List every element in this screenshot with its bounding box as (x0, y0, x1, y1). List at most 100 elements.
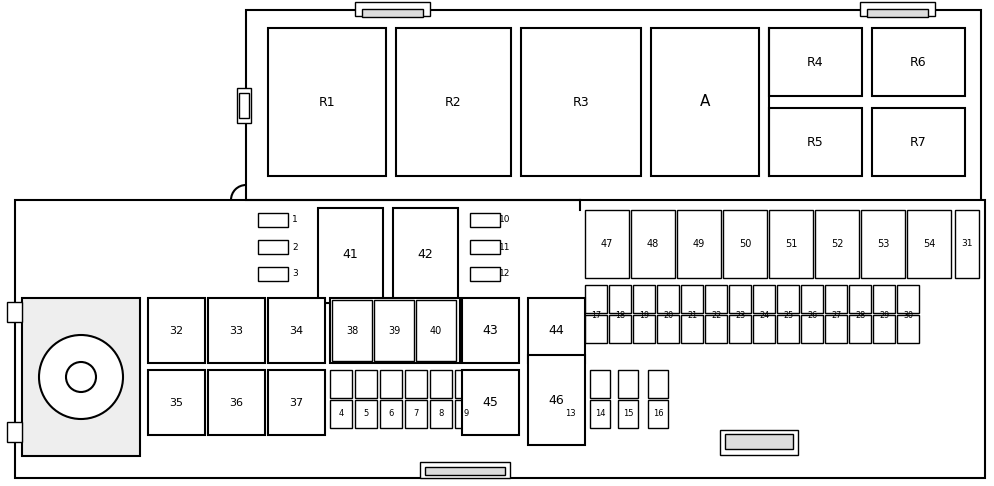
Bar (584, 210, 628, 278)
Bar (405, 370, 426, 398)
Bar (528, 355, 584, 445)
Bar (632, 315, 654, 343)
Bar (528, 298, 584, 363)
Bar (7, 302, 22, 322)
Text: 3: 3 (292, 270, 297, 278)
Text: 39: 39 (388, 326, 400, 335)
Text: A: A (699, 94, 710, 109)
Text: 9: 9 (463, 409, 468, 417)
Text: 33: 33 (230, 326, 244, 335)
Bar (705, 285, 727, 313)
Text: 5: 5 (363, 409, 368, 417)
Circle shape (66, 362, 95, 392)
Text: 20: 20 (662, 312, 672, 320)
Bar (848, 285, 870, 313)
Bar (872, 285, 894, 313)
Text: 46: 46 (548, 394, 564, 406)
Bar (860, 210, 905, 278)
Text: 27: 27 (830, 312, 840, 320)
Bar (560, 370, 580, 398)
Bar (824, 315, 846, 343)
Bar (705, 315, 727, 343)
Text: 2: 2 (292, 243, 297, 251)
Text: 30: 30 (903, 312, 912, 320)
Bar (584, 315, 606, 343)
Bar (720, 430, 797, 455)
Bar (776, 285, 798, 313)
Bar (725, 434, 792, 449)
Text: 18: 18 (614, 312, 624, 320)
Bar (871, 28, 964, 96)
Text: 35: 35 (169, 398, 183, 407)
Bar (617, 370, 637, 398)
Bar (267, 28, 386, 176)
Text: R7: R7 (909, 136, 925, 149)
Bar (257, 213, 287, 227)
Text: R1: R1 (318, 96, 335, 108)
Text: 54: 54 (921, 239, 934, 249)
Text: 42: 42 (416, 248, 432, 261)
Bar (560, 400, 580, 428)
Bar (647, 400, 667, 428)
Text: 47: 47 (600, 239, 612, 249)
Text: 49: 49 (692, 239, 705, 249)
Bar (208, 370, 264, 435)
Text: 15: 15 (622, 410, 632, 418)
Text: 31: 31 (960, 240, 972, 248)
Text: 8: 8 (438, 409, 443, 417)
Bar (257, 267, 287, 281)
Bar (608, 315, 630, 343)
Text: 40: 40 (429, 326, 441, 335)
Bar (355, 2, 429, 16)
Bar (454, 370, 476, 398)
Text: 51: 51 (784, 239, 796, 249)
Bar (871, 108, 964, 176)
Bar (814, 210, 858, 278)
Bar (776, 315, 798, 343)
Bar (872, 315, 894, 343)
Bar (680, 285, 703, 313)
Bar (469, 240, 500, 254)
Text: 34: 34 (289, 326, 303, 335)
Bar (239, 93, 248, 118)
Bar (656, 315, 678, 343)
Bar (630, 210, 674, 278)
Circle shape (39, 335, 123, 419)
Bar (330, 298, 459, 363)
Bar (355, 370, 377, 398)
Bar (729, 285, 750, 313)
Bar (330, 370, 352, 398)
Bar (267, 370, 325, 435)
Text: 22: 22 (710, 312, 721, 320)
Text: 17: 17 (590, 312, 600, 320)
Text: 25: 25 (782, 312, 792, 320)
Bar (208, 298, 264, 363)
Text: 11: 11 (499, 243, 510, 251)
Bar (768, 210, 812, 278)
Bar (330, 400, 352, 428)
Text: 43: 43 (482, 324, 497, 336)
Bar (680, 315, 703, 343)
Bar (608, 285, 630, 313)
Text: 36: 36 (230, 398, 244, 407)
Bar (859, 2, 934, 16)
Text: 32: 32 (169, 326, 183, 335)
Bar (768, 28, 861, 96)
Bar (424, 467, 505, 475)
Text: R6: R6 (909, 55, 925, 69)
Text: 13: 13 (565, 410, 575, 418)
Text: 12: 12 (499, 270, 510, 278)
Bar (752, 315, 774, 343)
Bar (148, 370, 205, 435)
Bar (954, 210, 978, 278)
Bar (469, 267, 500, 281)
Text: 48: 48 (646, 239, 658, 249)
Text: 28: 28 (854, 312, 864, 320)
Text: 50: 50 (739, 239, 750, 249)
Bar (380, 370, 402, 398)
Bar (752, 285, 774, 313)
Bar (589, 400, 609, 428)
Bar (246, 10, 980, 203)
Bar (415, 300, 455, 361)
Text: 14: 14 (594, 410, 604, 418)
